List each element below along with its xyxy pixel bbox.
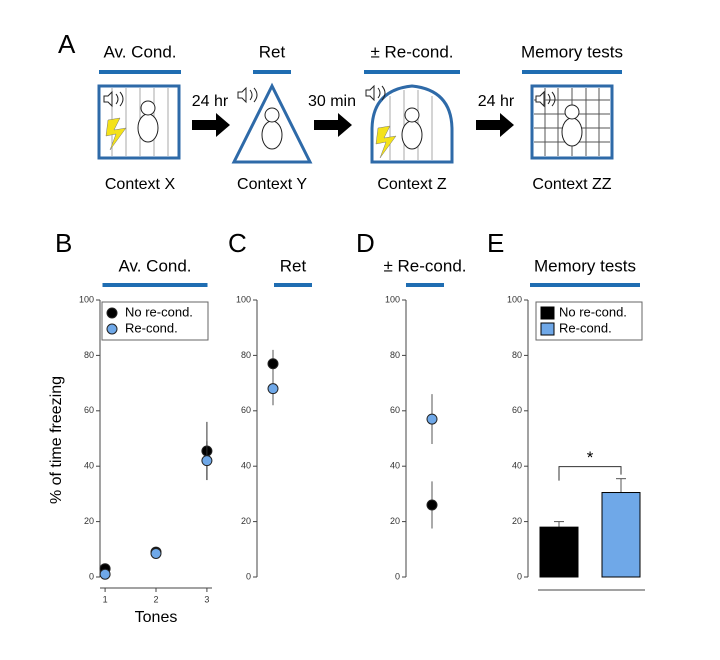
x-axis-label: Tones [135, 609, 178, 626]
bar [539, 526, 579, 578]
y-tick-label: 0 [246, 571, 251, 581]
step-title: Av. Cond. [103, 42, 176, 61]
significance-label: * [587, 448, 594, 467]
bar [601, 492, 641, 578]
data-point [150, 547, 162, 559]
data-point [426, 413, 438, 425]
y-tick-label: 80 [241, 350, 251, 360]
y-tick-label: 60 [241, 405, 251, 415]
y-tick-label: 100 [507, 294, 522, 304]
y-tick-label: 60 [390, 405, 400, 415]
context-label: Context Y [237, 176, 307, 193]
step-title: Memory tests [521, 42, 623, 61]
panel-title: Memory tests [534, 256, 636, 275]
legend-label: No re-cond. [125, 304, 193, 319]
context-label: Context Z [377, 176, 447, 193]
panel-label: A [58, 29, 76, 59]
legend-box [101, 301, 209, 341]
legend-label: Re-cond. [559, 320, 612, 335]
panel-label: B [55, 228, 72, 258]
y-tick-label: 40 [512, 461, 522, 471]
data-point [267, 358, 279, 370]
legend-swatch [106, 323, 118, 335]
y-tick-label: 0 [89, 571, 94, 581]
y-tick-label: 40 [84, 461, 94, 471]
panel-label: E [487, 228, 504, 258]
y-tick-label: 20 [241, 516, 251, 526]
data-point [426, 499, 438, 511]
interval-label: 24 hr [478, 93, 515, 110]
y-tick-label: 60 [84, 405, 94, 415]
x-tick-label: 1 [103, 594, 108, 604]
step-title: ± Re-cond. [370, 42, 453, 61]
y-tick-label: 0 [517, 571, 522, 581]
data-point [201, 455, 213, 467]
interval-label: 30 min [308, 93, 356, 110]
y-tick-label: 20 [512, 516, 522, 526]
panel-title: Ret [280, 256, 307, 275]
y-tick-label: 20 [390, 516, 400, 526]
panel-title: Av. Cond. [118, 256, 191, 275]
x-tick-label: 3 [204, 594, 209, 604]
data-point [99, 568, 111, 580]
step-title: Ret [259, 42, 286, 61]
legend-swatch [540, 306, 555, 320]
legend-swatch [540, 322, 555, 336]
arrows [192, 113, 514, 137]
panel-label: C [228, 228, 247, 258]
significance-bracket [558, 466, 622, 481]
x-tick-label: 2 [153, 594, 158, 604]
y-tick-label: 20 [84, 516, 94, 526]
data-point [267, 383, 279, 395]
y-tick-label: 80 [390, 350, 400, 360]
context-z-icon [365, 84, 454, 164]
y-tick-label: 100 [79, 294, 94, 304]
context-label: Context X [105, 176, 176, 193]
y-tick-label: 80 [84, 350, 94, 360]
legend-label: No re-cond. [559, 304, 627, 319]
y-tick-label: 40 [390, 461, 400, 471]
legend-swatch [106, 307, 118, 319]
context-label: Context ZZ [532, 176, 611, 193]
panel-label: D [356, 228, 375, 258]
y-tick-label: 0 [395, 571, 400, 581]
y-tick-label: 100 [385, 294, 400, 304]
interval-label: 24 hr [192, 93, 229, 110]
context-y-icon [231, 82, 313, 164]
y-tick-label: 80 [512, 350, 522, 360]
y-axis-label: % of time freezing [48, 376, 65, 504]
context-x-icon [97, 84, 181, 160]
legend-label: Re-cond. [125, 320, 178, 335]
panel-title: ± Re-cond. [383, 256, 466, 275]
context-zz-icon [530, 84, 614, 160]
y-tick-label: 40 [241, 461, 251, 471]
y-tick-label: 60 [512, 405, 522, 415]
y-tick-label: 100 [236, 294, 251, 304]
